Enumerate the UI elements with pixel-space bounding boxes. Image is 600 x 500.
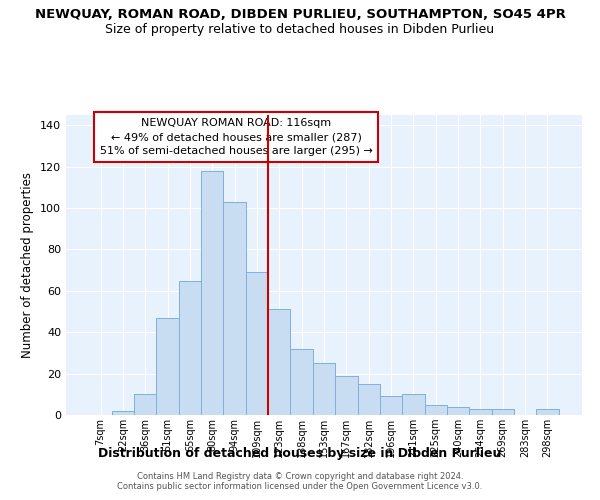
Bar xyxy=(380,396,402,415)
Y-axis label: Number of detached properties: Number of detached properties xyxy=(22,172,34,358)
Bar xyxy=(157,318,179,415)
Bar xyxy=(201,171,223,415)
Text: NEWQUAY ROMAN ROAD: 116sqm
← 49% of detached houses are smaller (287)
51% of sem: NEWQUAY ROMAN ROAD: 116sqm ← 49% of deta… xyxy=(100,118,373,156)
Bar xyxy=(246,272,268,415)
Bar xyxy=(491,409,514,415)
Bar xyxy=(313,364,335,415)
Bar xyxy=(425,404,447,415)
Bar xyxy=(290,349,313,415)
Bar xyxy=(536,409,559,415)
Bar xyxy=(223,202,246,415)
Bar xyxy=(335,376,358,415)
Text: NEWQUAY, ROMAN ROAD, DIBDEN PURLIEU, SOUTHAMPTON, SO45 4PR: NEWQUAY, ROMAN ROAD, DIBDEN PURLIEU, SOU… xyxy=(35,8,565,20)
Bar xyxy=(112,411,134,415)
Text: Distribution of detached houses by size in Dibden Purlieu: Distribution of detached houses by size … xyxy=(98,448,502,460)
Bar xyxy=(358,384,380,415)
Bar xyxy=(268,310,290,415)
Bar xyxy=(447,406,469,415)
Bar xyxy=(134,394,157,415)
Bar xyxy=(402,394,425,415)
Text: Contains HM Land Registry data © Crown copyright and database right 2024.: Contains HM Land Registry data © Crown c… xyxy=(137,472,463,481)
Text: Contains public sector information licensed under the Open Government Licence v3: Contains public sector information licen… xyxy=(118,482,482,491)
Text: Size of property relative to detached houses in Dibden Purlieu: Size of property relative to detached ho… xyxy=(106,22,494,36)
Bar xyxy=(179,280,201,415)
Bar xyxy=(469,409,491,415)
